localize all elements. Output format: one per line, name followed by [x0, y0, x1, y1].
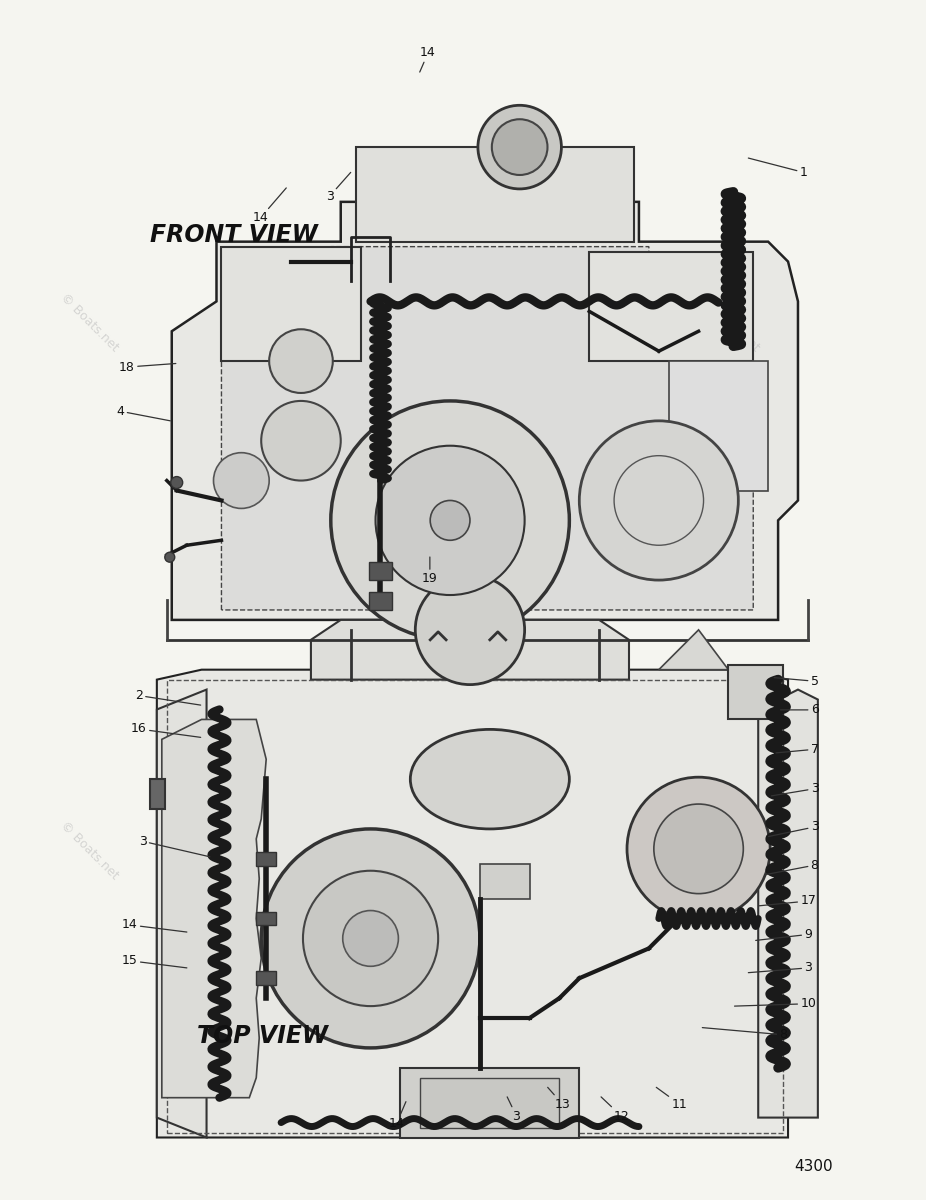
Text: 2: 2 [135, 689, 201, 706]
Circle shape [261, 401, 341, 480]
Text: 13: 13 [547, 1087, 570, 1110]
Circle shape [331, 401, 569, 640]
Text: 1: 1 [748, 158, 807, 179]
Bar [669, 361, 769, 491]
Bar [221, 247, 360, 361]
Text: 3: 3 [748, 961, 812, 974]
Text: 14: 14 [389, 1102, 406, 1129]
Text: 12: 12 [601, 1097, 629, 1122]
Ellipse shape [410, 730, 569, 829]
Polygon shape [221, 247, 753, 610]
Circle shape [415, 575, 525, 685]
Bar [167, 679, 783, 1133]
Polygon shape [156, 670, 788, 1138]
Circle shape [269, 329, 332, 392]
Polygon shape [156, 690, 206, 1138]
Text: 3: 3 [769, 821, 819, 836]
Bar [729, 665, 783, 720]
Bar [257, 912, 276, 925]
Circle shape [580, 421, 738, 580]
Text: 4300: 4300 [795, 1159, 833, 1174]
Circle shape [170, 476, 182, 488]
Circle shape [654, 804, 744, 894]
Text: 17: 17 [759, 894, 816, 907]
Polygon shape [171, 202, 798, 620]
Bar [400, 1068, 580, 1138]
Circle shape [492, 119, 547, 175]
Text: © Boats.net: © Boats.net [698, 818, 762, 882]
Bar [480, 864, 530, 899]
Circle shape [343, 911, 398, 966]
Text: TOP VIEW: TOP VIEW [196, 1024, 328, 1048]
Text: 8: 8 [765, 859, 819, 875]
Text: 14: 14 [253, 188, 286, 224]
Polygon shape [758, 690, 818, 1117]
Bar [369, 562, 393, 580]
Text: © Boats.net: © Boats.net [57, 818, 120, 882]
Bar [369, 592, 393, 610]
Text: 11: 11 [657, 1087, 687, 1110]
Text: FRONT VIEW: FRONT VIEW [150, 223, 318, 247]
Circle shape [303, 871, 438, 1006]
Circle shape [431, 500, 470, 540]
Bar [150, 779, 165, 809]
Polygon shape [162, 720, 266, 1098]
Text: 4: 4 [117, 404, 170, 421]
Text: 14: 14 [122, 918, 187, 932]
Bar [420, 1078, 559, 1128]
Text: 3: 3 [326, 173, 351, 203]
Text: 7: 7 [776, 743, 819, 756]
Circle shape [261, 829, 480, 1048]
Text: 8: 8 [702, 1027, 787, 1042]
Text: 18: 18 [119, 360, 176, 373]
Text: 10: 10 [734, 997, 816, 1010]
Circle shape [165, 552, 175, 562]
Text: 3: 3 [139, 835, 210, 857]
Circle shape [376, 445, 525, 595]
Text: 9: 9 [756, 928, 812, 941]
Polygon shape [658, 630, 729, 670]
Circle shape [478, 106, 561, 188]
Text: © Boats.net: © Boats.net [57, 290, 120, 354]
Text: 3: 3 [771, 782, 819, 796]
Text: 5: 5 [774, 674, 819, 688]
Text: © Boats.net: © Boats.net [698, 290, 762, 354]
Text: 16: 16 [131, 722, 201, 737]
Bar [93, 48, 828, 655]
Bar [257, 852, 276, 865]
Bar [589, 252, 753, 361]
Text: 19: 19 [422, 557, 438, 584]
Text: 14: 14 [419, 47, 436, 72]
Circle shape [214, 452, 269, 509]
Text: 3: 3 [507, 1097, 520, 1122]
Polygon shape [311, 620, 629, 679]
Circle shape [627, 778, 770, 920]
Bar [257, 971, 276, 985]
Text: 6: 6 [781, 703, 819, 716]
Text: 15: 15 [122, 954, 187, 968]
Bar [356, 148, 634, 241]
